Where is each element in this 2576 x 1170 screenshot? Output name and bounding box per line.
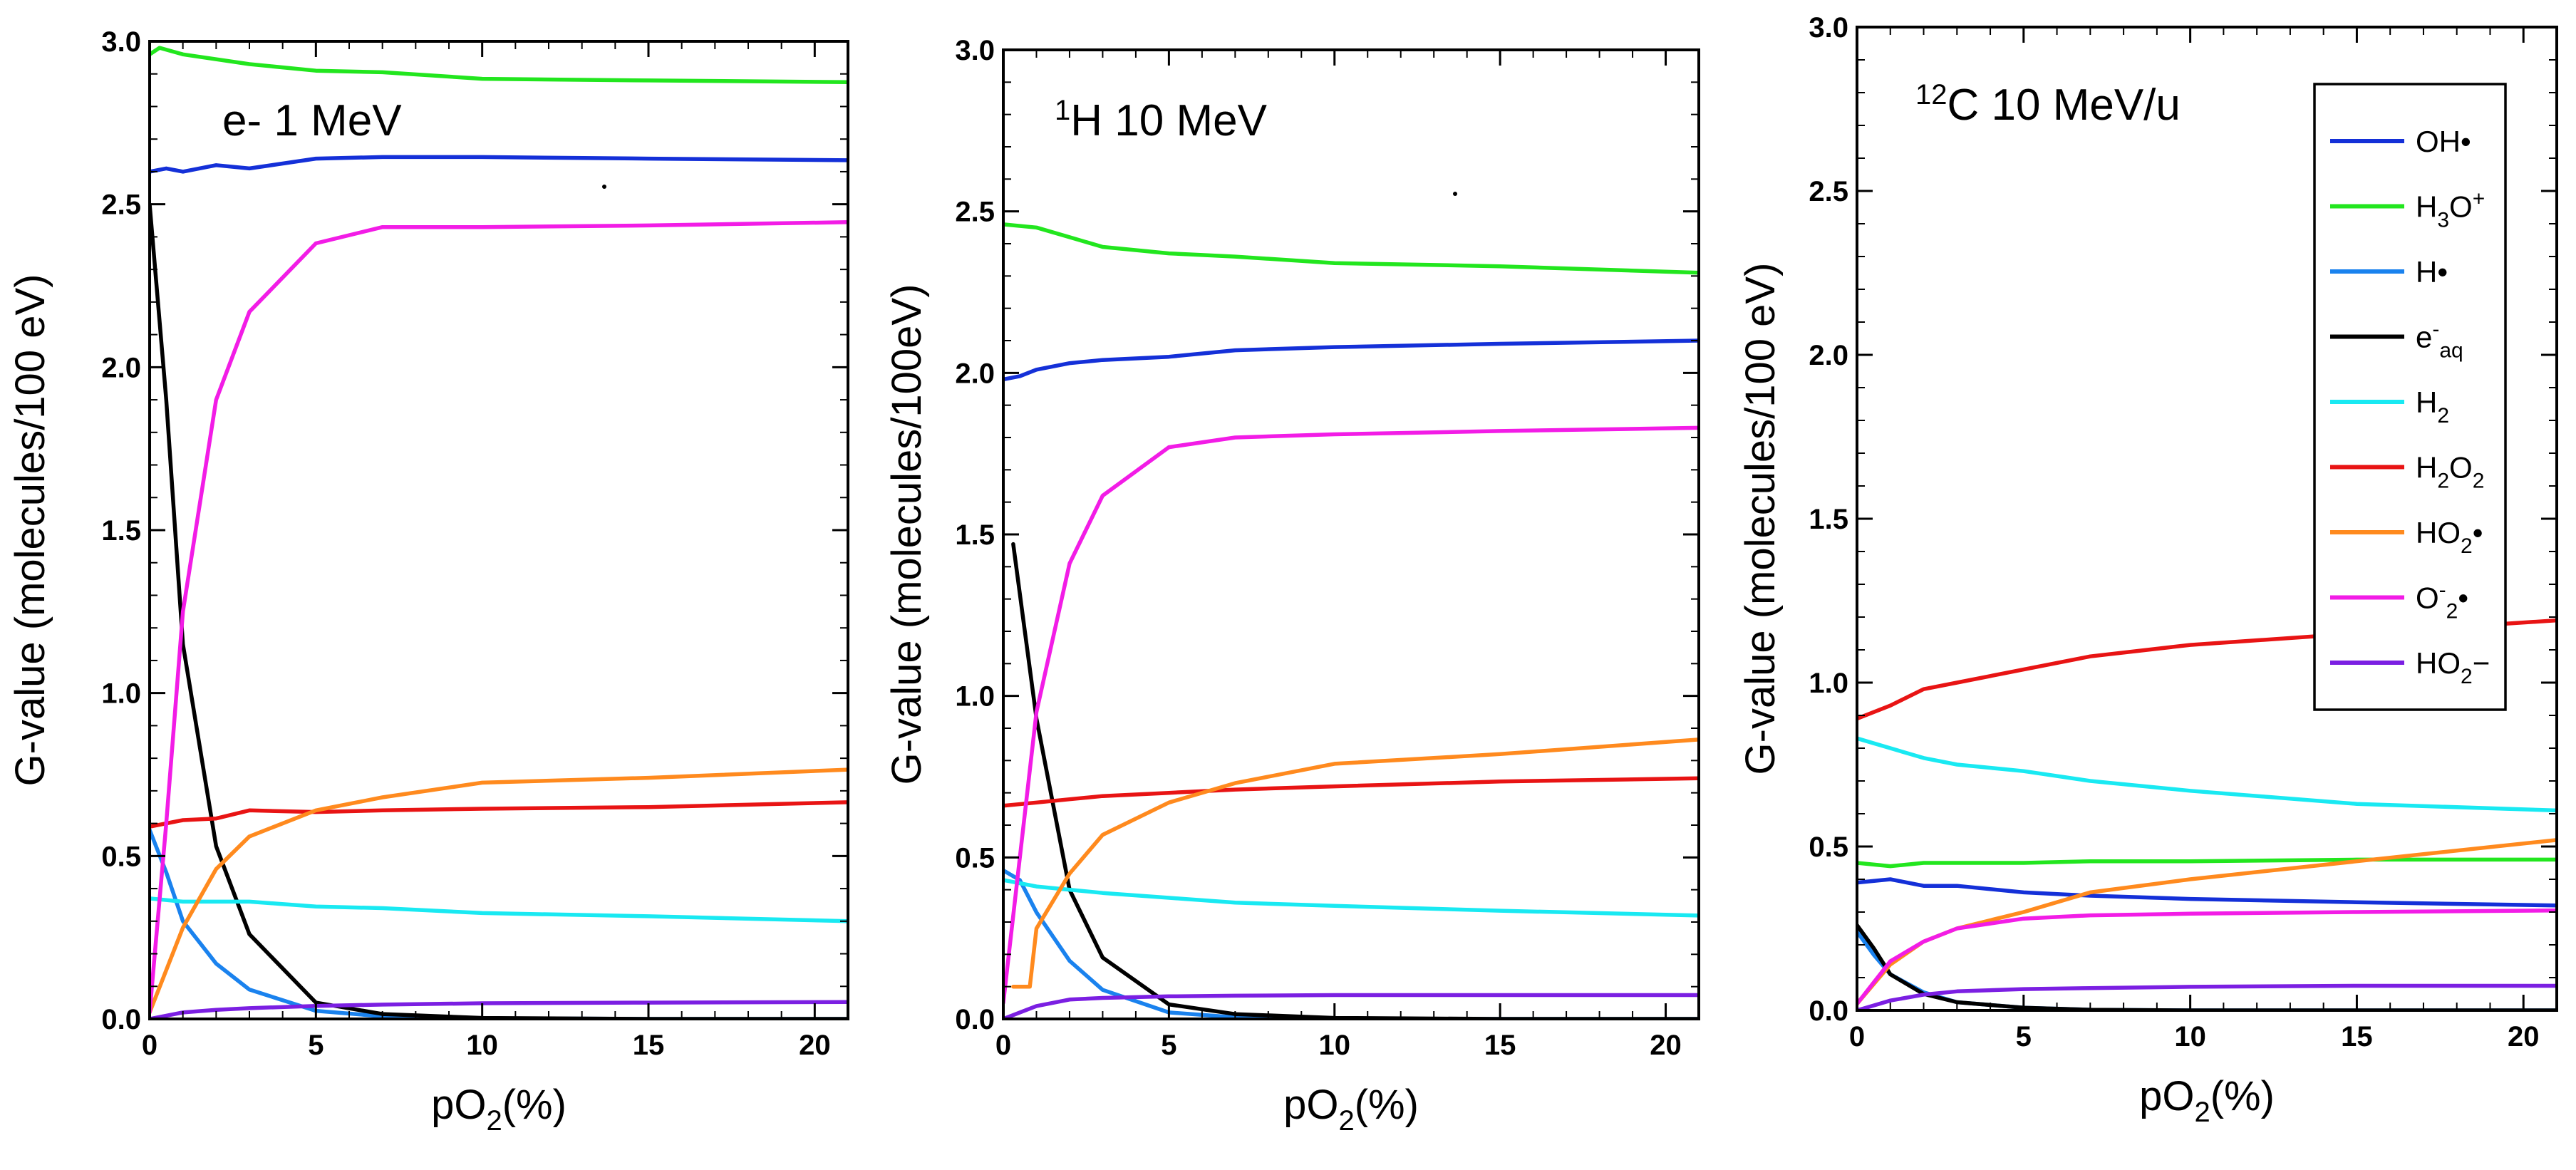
x-tick-label: 15	[1484, 1030, 1516, 1061]
series-line-h	[150, 827, 848, 1019]
y-tick-label: 2.5	[101, 190, 141, 221]
series-group	[150, 46, 848, 1019]
legend-label: O-2•	[2416, 579, 2468, 623]
series-line-oh	[1857, 877, 2557, 908]
series-line-o2	[150, 220, 848, 1015]
x-tick-label: 10	[1319, 1030, 1351, 1061]
y-tick-label: 1.5	[1809, 504, 1848, 535]
y-tick-label: 1.5	[101, 515, 141, 547]
legend-box	[2313, 83, 2507, 711]
y-tick-label: 3.0	[955, 35, 995, 66]
y-tick-label: 0.5	[101, 841, 141, 872]
series-line-h2	[1003, 878, 1699, 918]
series-line-ho2	[1003, 993, 1699, 1019]
series-line-ho2	[1857, 983, 2557, 1010]
series-line-h2	[150, 896, 848, 923]
x-tick-label: 0	[1849, 1021, 1865, 1052]
x-tick-label: 20	[1650, 1030, 1682, 1061]
series-line-oh	[150, 155, 848, 174]
series-line-ho2	[150, 767, 848, 1015]
legend-label: H2O2	[2416, 451, 2484, 493]
x-tick-label: 20	[799, 1030, 831, 1061]
series-line-h2o2	[150, 800, 848, 829]
y-tick-label: 2.0	[955, 358, 995, 389]
y-tick-label: 3.0	[1809, 12, 1848, 43]
y-tick-label: 0.0	[955, 1004, 995, 1035]
plot-frame	[1002, 48, 1700, 1020]
chart-panel-middle: 0 5 10 15 20 0.0 0.5 1.0 1.5 2.0 2.5 3.0 pO2(%) G-val…	[884, 35, 1700, 1137]
y-tick-label: 2.5	[1809, 176, 1848, 207]
y-tick-label: 1.0	[1809, 668, 1848, 699]
series-line-h3o	[1003, 222, 1699, 275]
y-tick-label: 1.5	[955, 519, 995, 551]
x-axis-title: pO2(%)	[1283, 1082, 1419, 1137]
series-line-eaq	[150, 202, 848, 1019]
x-tick-label: 0	[995, 1030, 1011, 1061]
y-tick-label: 2.5	[955, 197, 995, 228]
x-tick-label: 10	[466, 1030, 498, 1061]
series-line-o2	[1857, 908, 2557, 1006]
y-tick-label: 0.5	[1809, 832, 1848, 863]
legend-label: H2	[2416, 385, 2449, 428]
series-line-ho2	[1011, 737, 1699, 989]
x-tick-label: 15	[2341, 1021, 2373, 1052]
x-axis-title: pO2(%)	[2139, 1073, 2275, 1128]
y-tick-label: 2.0	[1809, 340, 1848, 371]
series-line-o2	[1003, 425, 1699, 1005]
stray-dot	[1453, 192, 1457, 196]
y-tick-label: 0.0	[1809, 995, 1848, 1027]
y-tick-label: 0.0	[101, 1004, 141, 1035]
series-line-oh	[1003, 338, 1699, 382]
series-line-eaq	[1857, 923, 2557, 1010]
series-line-h2	[1857, 736, 2557, 813]
chart-panel-left: 0 5 10 15 20 0.0 0.5 1.0 1.5 2.0 2.5 3.0 pO2(%) G-val…	[7, 26, 849, 1137]
chart-panel-right: 0 5 10 15 20 0.0 0.5 1.0 1.5 2.0 2.5 3.0 pO2(%) G-val…	[1737, 12, 2558, 1128]
stray-dot	[602, 185, 606, 189]
y-axis-title: G-value (molecules/100 eV)	[1737, 263, 1784, 775]
series-line-h2o2	[1003, 776, 1699, 808]
series-group	[1003, 222, 1699, 1019]
legend-label: H•	[2416, 255, 2448, 289]
legend-label: OH•	[2416, 125, 2471, 158]
series-line-h	[1857, 929, 2557, 1010]
x-tick-label: 0	[142, 1030, 157, 1061]
y-axis-title: G-value (molecules/100eV)	[884, 284, 930, 785]
panel-annotation: 12C 10 MeV/u	[1915, 79, 2181, 130]
y-tick-label: 3.0	[101, 26, 141, 58]
series-line-h	[1003, 868, 1699, 1019]
x-tick-label: 5	[1161, 1030, 1176, 1061]
y-tick-label: 0.5	[955, 842, 995, 874]
series-line-h3o	[150, 46, 848, 84]
x-tick-label: 15	[633, 1030, 665, 1061]
x-axis-title: pO2(%)	[431, 1082, 567, 1137]
x-tick-label: 5	[2016, 1021, 2032, 1052]
series-line-h2o2	[1857, 618, 2557, 721]
legend-label: HO2−	[2416, 646, 2490, 688]
legend-label: e-aq	[2416, 318, 2463, 363]
panel-annotation: e- 1 MeV	[222, 96, 402, 145]
y-tick-label: 1.0	[955, 681, 995, 713]
panel-annotation: 1H 10 MeV	[1055, 95, 1268, 145]
x-tick-label: 20	[2508, 1021, 2540, 1052]
x-tick-label: 5	[308, 1030, 324, 1061]
legend: OH• H3O+ H• e-aq H2 H2O2 HO2• O-2• HO2−	[2313, 83, 2507, 711]
y-axis-title: G-value (molecules/100 eV)	[7, 274, 53, 787]
plot-frame	[148, 40, 849, 1020]
legend-label: H3O+	[2416, 187, 2485, 232]
legend-label: HO2•	[2416, 516, 2483, 558]
x-tick-label: 10	[2174, 1021, 2206, 1052]
y-tick-label: 1.0	[101, 678, 141, 710]
series-line-h3o	[1857, 857, 2557, 869]
y-tick-label: 2.0	[101, 352, 141, 383]
